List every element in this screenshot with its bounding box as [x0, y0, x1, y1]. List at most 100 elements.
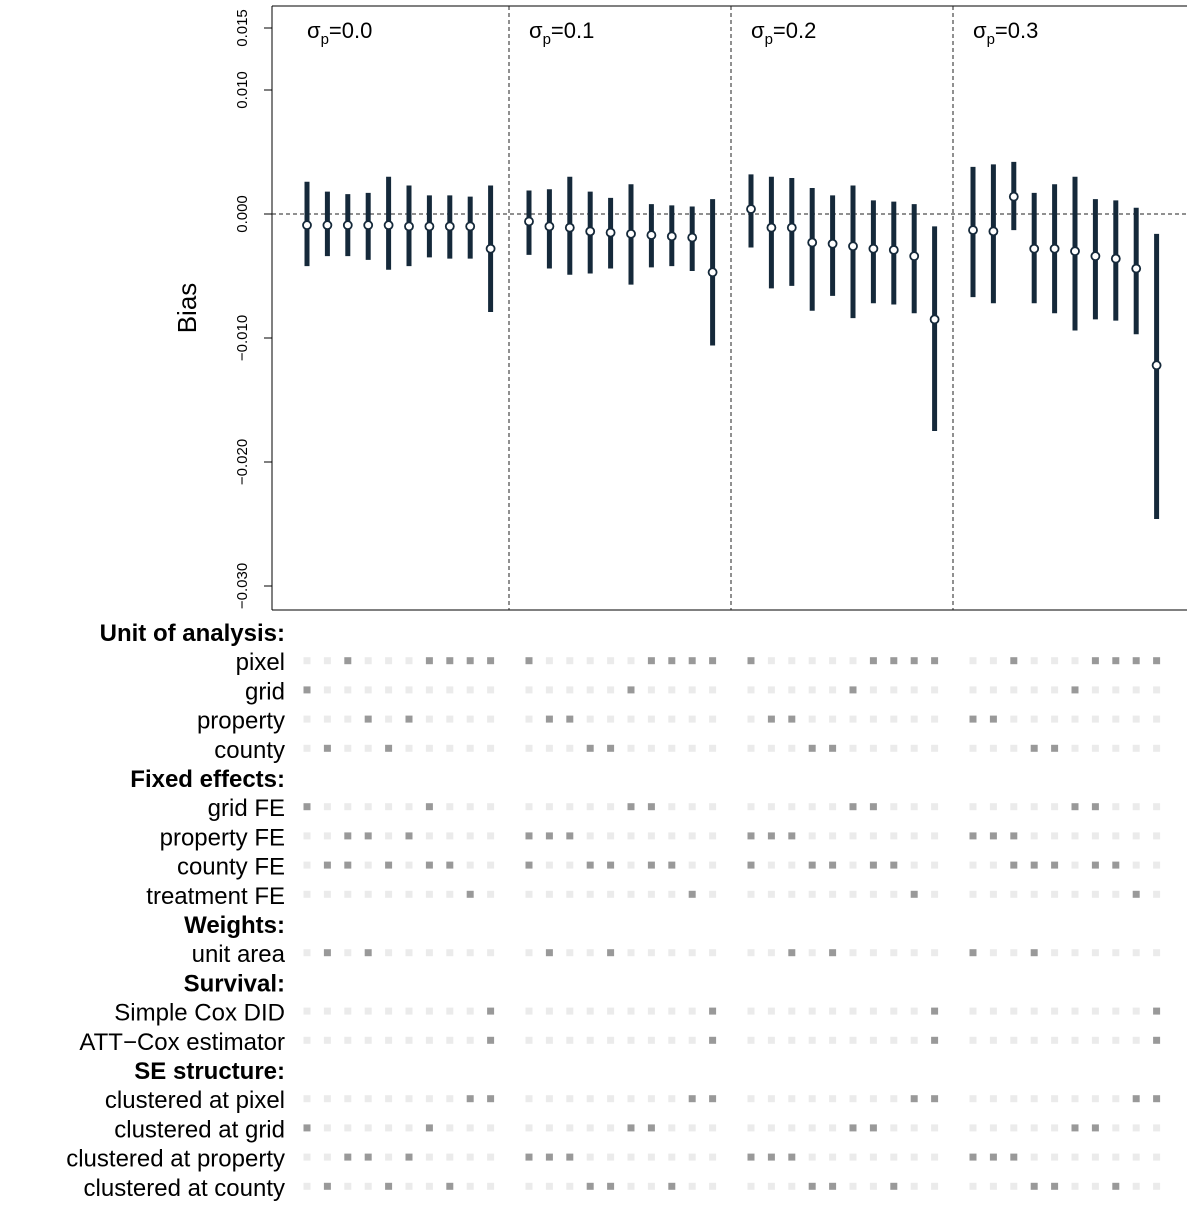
- spec-marker-inactive: [425, 715, 433, 723]
- spec-marker-active: [647, 657, 655, 665]
- spec-marker-inactive: [323, 1036, 331, 1044]
- spec-marker-inactive: [545, 1007, 553, 1015]
- spec-marker-inactive: [688, 715, 696, 723]
- spec-marker-inactive: [829, 1124, 837, 1132]
- spec-marker-inactive: [385, 1036, 393, 1044]
- spec-marker-inactive: [344, 686, 352, 694]
- spec-marker-inactive: [1071, 1036, 1079, 1044]
- spec-marker-inactive: [668, 744, 676, 752]
- spec-marker-inactive: [607, 1007, 615, 1015]
- spec-marker-inactive: [487, 890, 495, 898]
- spec-marker-inactive: [709, 890, 717, 898]
- spec-marker-active: [1071, 803, 1079, 811]
- spec-marker-inactive: [788, 803, 796, 811]
- spec-marker-active: [1030, 949, 1038, 957]
- spec-marker-inactive: [525, 1182, 533, 1190]
- spec-marker-active: [931, 1036, 939, 1044]
- y-axis: 0.015 0.010 0.000 −0.010 −0.020 −0.030: [234, 9, 272, 609]
- point-estimate: [807, 237, 818, 248]
- specification-row-label: unit area: [192, 941, 286, 968]
- point-estimate: [544, 221, 555, 232]
- spec-marker-inactive: [586, 715, 594, 723]
- spec-marker-active: [1010, 832, 1018, 840]
- spec-marker-inactive: [607, 657, 615, 665]
- spec-marker-inactive: [323, 1124, 331, 1132]
- point-estimate: [1151, 360, 1162, 371]
- spec-marker-inactive: [627, 1036, 635, 1044]
- spec-marker-inactive: [323, 1095, 331, 1103]
- spec-marker-active: [709, 1095, 717, 1103]
- spec-marker-inactive: [849, 832, 857, 840]
- spec-marker-active: [747, 861, 755, 869]
- spec-marker-inactive: [446, 1095, 454, 1103]
- spec-marker-inactive: [931, 949, 939, 957]
- spec-marker-inactive: [323, 686, 331, 694]
- spec-marker-inactive: [709, 949, 717, 957]
- spec-marker-inactive: [747, 890, 755, 898]
- point-estimate: [424, 221, 435, 232]
- spec-marker-inactive: [890, 744, 898, 752]
- spec-marker-inactive: [688, 1182, 696, 1190]
- spec-marker-inactive: [385, 657, 393, 665]
- spec-marker-inactive: [1071, 1153, 1079, 1161]
- spec-marker-inactive: [385, 949, 393, 957]
- spec-marker-inactive: [566, 1007, 574, 1015]
- spec-marker-inactive: [446, 803, 454, 811]
- spec-marker-active: [1132, 1095, 1140, 1103]
- spec-marker-inactive: [829, 686, 837, 694]
- spec-marker-inactive: [647, 715, 655, 723]
- spec-marker-inactive: [788, 744, 796, 752]
- spec-marker-inactive: [747, 686, 755, 694]
- spec-marker-active: [466, 657, 474, 665]
- spec-marker-active: [910, 1095, 918, 1103]
- spec-marker-inactive: [1051, 1007, 1059, 1015]
- spec-marker-inactive: [446, 1007, 454, 1015]
- spec-marker-inactive: [1153, 1124, 1161, 1132]
- spec-marker-inactive: [627, 1007, 635, 1015]
- spec-marker-inactive: [808, 1007, 816, 1015]
- spec-marker-inactive: [1051, 1095, 1059, 1103]
- spec-marker-inactive: [747, 949, 755, 957]
- spec-marker-active: [525, 861, 533, 869]
- spec-marker-active: [989, 1153, 997, 1161]
- spec-marker-inactive: [688, 949, 696, 957]
- spec-marker-inactive: [607, 1095, 615, 1103]
- spec-marker-inactive: [586, 1153, 594, 1161]
- spec-marker-inactive: [545, 686, 553, 694]
- spec-marker-active: [1071, 1124, 1079, 1132]
- spec-marker-inactive: [607, 1036, 615, 1044]
- spec-marker-inactive: [910, 949, 918, 957]
- spec-marker-inactive: [344, 803, 352, 811]
- spec-marker-inactive: [849, 1182, 857, 1190]
- spec-marker-inactive: [668, 715, 676, 723]
- spec-marker-inactive: [688, 1036, 696, 1044]
- spec-marker-active: [627, 1124, 635, 1132]
- spec-marker-inactive: [466, 1036, 474, 1044]
- spec-marker-inactive: [1030, 657, 1038, 665]
- spec-marker-inactive: [969, 744, 977, 752]
- spec-marker-active: [405, 1153, 413, 1161]
- spec-marker-inactive: [767, 1124, 775, 1132]
- spec-marker-inactive: [425, 1095, 433, 1103]
- spec-marker-inactive: [627, 1182, 635, 1190]
- spec-marker-active: [709, 1007, 717, 1015]
- spec-marker-inactive: [1153, 715, 1161, 723]
- spec-marker-inactive: [1132, 1007, 1140, 1015]
- spec-marker-inactive: [344, 715, 352, 723]
- spec-marker-inactive: [466, 1153, 474, 1161]
- spec-marker-inactive: [1091, 949, 1099, 957]
- specification-row-label: ATT−Cox estimator: [79, 1029, 285, 1056]
- spec-marker-active: [344, 832, 352, 840]
- spec-marker-inactive: [989, 949, 997, 957]
- spec-marker-inactive: [767, 657, 775, 665]
- spec-marker-active: [767, 1153, 775, 1161]
- spec-marker-active: [1132, 890, 1140, 898]
- spec-marker-inactive: [890, 1007, 898, 1015]
- spec-marker-active: [1071, 686, 1079, 694]
- spec-marker-inactive: [627, 861, 635, 869]
- spec-marker-inactive: [525, 1124, 533, 1132]
- spec-marker-inactive: [545, 861, 553, 869]
- spec-marker-inactive: [627, 1153, 635, 1161]
- spec-marker-inactive: [466, 832, 474, 840]
- spec-marker-inactive: [767, 1036, 775, 1044]
